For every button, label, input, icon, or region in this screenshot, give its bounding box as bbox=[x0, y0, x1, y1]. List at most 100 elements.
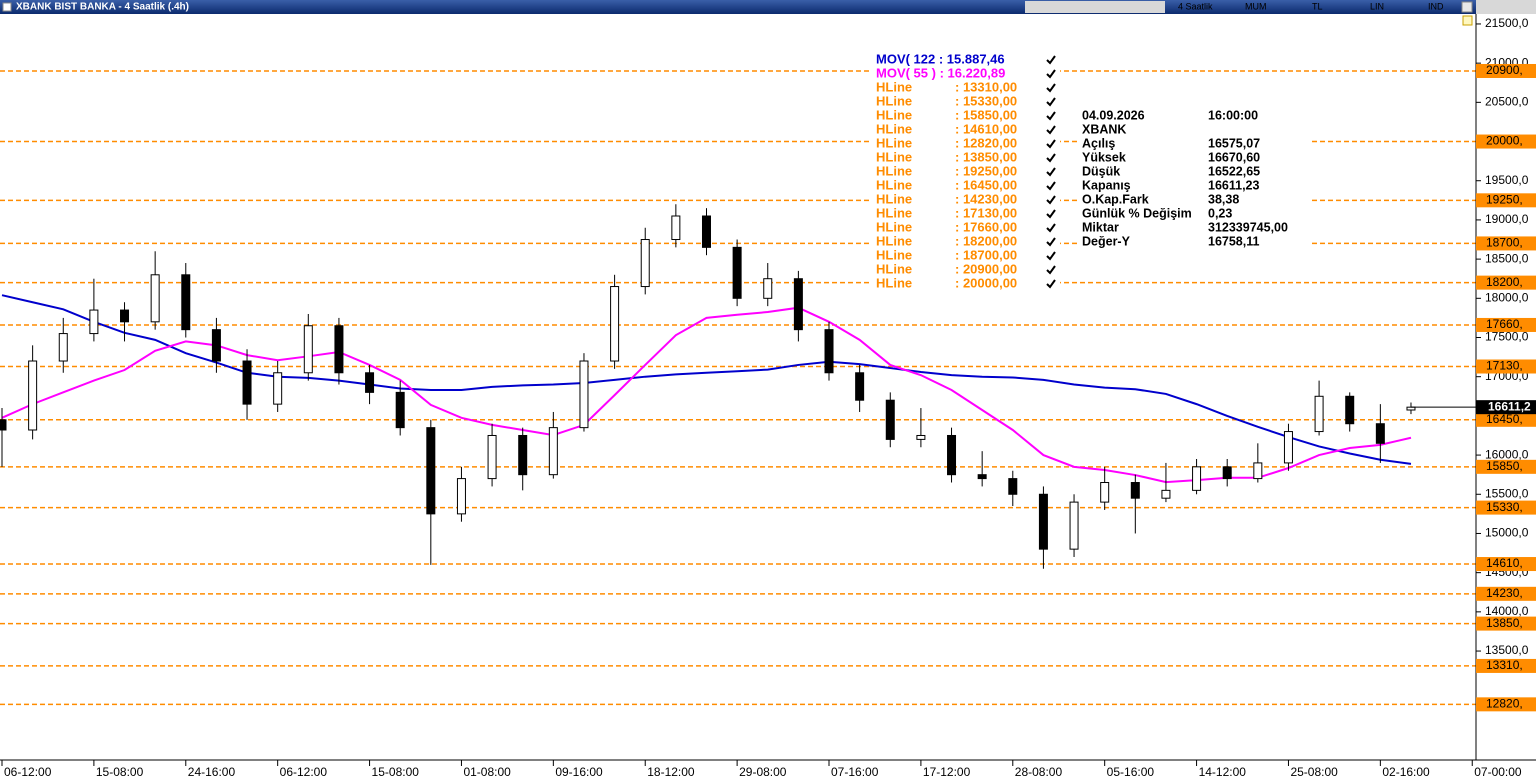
hline-axis-label: 17660, bbox=[1486, 317, 1523, 331]
info-value: 16:00:00 bbox=[1208, 108, 1258, 122]
legend-value: : 12820,00 bbox=[955, 135, 1017, 150]
info-value: 0,23 bbox=[1208, 206, 1232, 220]
toolbar-item[interactable]: LIN bbox=[1370, 1, 1384, 11]
legend-label: HLine bbox=[876, 107, 912, 122]
x-tick-label: 18-12:00 bbox=[647, 765, 695, 779]
info-value: 16670,60 bbox=[1208, 150, 1260, 164]
legend-check bbox=[1046, 111, 1056, 121]
window-icon bbox=[2, 2, 12, 12]
hline-axis-label: 20000, bbox=[1486, 134, 1523, 148]
legend-check bbox=[1046, 223, 1056, 233]
candle-body bbox=[579, 360, 589, 429]
legend-label: HLine bbox=[876, 93, 912, 108]
info-value: 16611,23 bbox=[1208, 178, 1259, 192]
y-tick-label: 19500,0 bbox=[1485, 173, 1529, 187]
x-tick-label: 05-16:00 bbox=[1107, 765, 1155, 779]
hline-axis-box bbox=[1476, 236, 1536, 251]
legend-label: HLine bbox=[876, 219, 912, 234]
hline-axis-label: 16450, bbox=[1486, 412, 1523, 426]
hline-axis-box bbox=[1476, 557, 1536, 572]
y-tick-label: 17500,0 bbox=[1485, 330, 1529, 344]
hline-axis-label: 14610, bbox=[1486, 556, 1523, 570]
info-value: 16575,07 bbox=[1208, 136, 1260, 150]
hline-axis-box bbox=[1476, 500, 1536, 515]
candle-body bbox=[518, 434, 528, 476]
info-bg bbox=[1078, 106, 1312, 252]
hline-axis-box bbox=[1476, 317, 1536, 332]
hline-axis-box bbox=[1476, 193, 1536, 208]
plot-area bbox=[0, 70, 1476, 706]
y-tick-label: 18500,0 bbox=[1485, 251, 1529, 265]
legend-check bbox=[1046, 181, 1056, 191]
toolbar-end bbox=[1476, 0, 1536, 14]
toolbar-icons[interactable] bbox=[1025, 1, 1165, 13]
candle-body bbox=[211, 329, 221, 362]
hline-axis-box bbox=[1476, 586, 1536, 601]
toolbar-item[interactable]: IND bbox=[1428, 1, 1444, 11]
window-title: XBANK BIST BANKA - 4 Saatlik (.4h) bbox=[16, 2, 189, 13]
legend-check bbox=[1046, 237, 1056, 247]
x-tick-label: 24-16:00 bbox=[188, 765, 236, 779]
legend-check bbox=[1046, 139, 1056, 149]
x-tick-label: 15-08:00 bbox=[372, 765, 420, 779]
legend-bg bbox=[870, 52, 1060, 294]
candle-body bbox=[1222, 466, 1232, 480]
hline-axis-box bbox=[1476, 616, 1536, 631]
corner-icon bbox=[1462, 15, 1473, 26]
hline-axis-label: 18200, bbox=[1486, 275, 1523, 289]
legend-label: HLine bbox=[876, 191, 912, 206]
x-tick-label: 29-08:00 bbox=[739, 765, 787, 779]
legend-check bbox=[1046, 195, 1056, 205]
hline-axis-box bbox=[1476, 134, 1536, 149]
candle-body bbox=[1130, 482, 1140, 499]
info-value: 16522,65 bbox=[1208, 164, 1260, 178]
x-tick-label: 15-08:00 bbox=[96, 765, 144, 779]
hline-axis-label: 19250, bbox=[1486, 192, 1523, 206]
candle-body bbox=[640, 239, 650, 288]
legend-value: : 20000,00 bbox=[955, 275, 1017, 290]
toolbar-item[interactable]: 4 Saatlik bbox=[1178, 1, 1213, 11]
candle-body bbox=[855, 372, 865, 401]
legend-value: : 19250,00 bbox=[955, 163, 1017, 178]
x-tick-label: 01-08:00 bbox=[463, 765, 511, 779]
legend-check bbox=[1046, 251, 1056, 261]
legend-label: HLine bbox=[876, 247, 912, 262]
legend-value: : 17660,00 bbox=[955, 219, 1017, 234]
hline-axis-label: 20900, bbox=[1486, 63, 1523, 77]
y-tick-label: 19000,0 bbox=[1485, 212, 1529, 226]
ma-line bbox=[1, 294, 1412, 465]
legend-label: MOV( 55 ) : 16.220,89 bbox=[876, 65, 1005, 80]
hline-axis-label: 14230, bbox=[1486, 586, 1523, 600]
candle-body bbox=[701, 215, 711, 248]
legend-check bbox=[1046, 153, 1056, 163]
info-value: 16758,11 bbox=[1208, 234, 1259, 248]
legend-value: : 13310,00 bbox=[955, 79, 1017, 94]
info-label: O.Kap.Fark bbox=[1082, 192, 1149, 206]
legend-check bbox=[1046, 69, 1056, 79]
x-tick-label: 06-12:00 bbox=[4, 765, 52, 779]
legend-label: HLine bbox=[876, 79, 912, 94]
legend-value: : 18700,00 bbox=[955, 247, 1017, 262]
x-tick-label: 14-12:00 bbox=[1199, 765, 1247, 779]
toolbar-item[interactable]: MUM bbox=[1245, 1, 1267, 11]
x-tick-label: 17-12:00 bbox=[923, 765, 971, 779]
info-label: XBANK bbox=[1082, 122, 1126, 136]
legend-label: HLine bbox=[876, 233, 912, 248]
candle-body bbox=[1100, 482, 1110, 503]
candle-body bbox=[426, 427, 436, 515]
y-tick-label: 18000,0 bbox=[1485, 290, 1529, 304]
candle-body bbox=[487, 434, 497, 480]
x-tick-label: 06-12:00 bbox=[280, 765, 328, 779]
legend-label: HLine bbox=[876, 177, 912, 192]
legend-check bbox=[1046, 279, 1056, 289]
last-price-box bbox=[1476, 400, 1536, 415]
legend-label: HLine bbox=[876, 121, 912, 136]
y-tick-label: 13500,0 bbox=[1485, 643, 1529, 657]
y-tick-label: 20500,0 bbox=[1485, 95, 1529, 109]
info-label: Miktar bbox=[1082, 220, 1119, 234]
close-button[interactable] bbox=[1461, 1, 1473, 13]
toolbar-item[interactable]: TL bbox=[1312, 1, 1323, 11]
info-label: Günlük % Değişim bbox=[1082, 206, 1192, 220]
legend-check bbox=[1046, 265, 1056, 275]
